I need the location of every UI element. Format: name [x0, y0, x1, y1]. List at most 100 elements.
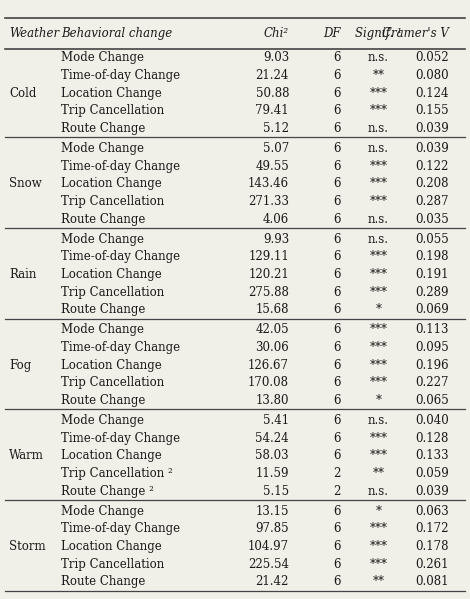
- Text: 0.191: 0.191: [415, 268, 449, 281]
- Text: Time-of-day Change: Time-of-day Change: [61, 160, 180, 173]
- Text: 0.065: 0.065: [415, 394, 449, 407]
- Text: Warm: Warm: [9, 449, 44, 462]
- Text: 6: 6: [333, 122, 341, 135]
- Text: Mode Change: Mode Change: [61, 142, 144, 155]
- Text: ***: ***: [369, 195, 387, 208]
- Text: ***: ***: [369, 376, 387, 389]
- Text: **: **: [372, 467, 384, 480]
- Text: 170.08: 170.08: [248, 376, 289, 389]
- Text: 9.93: 9.93: [263, 233, 289, 246]
- Text: 13.15: 13.15: [256, 505, 289, 518]
- Text: Trip Cancellation: Trip Cancellation: [61, 195, 164, 208]
- Text: ***: ***: [369, 558, 387, 571]
- Text: 21.42: 21.42: [256, 575, 289, 588]
- Text: 49.55: 49.55: [255, 160, 289, 173]
- Text: n.s.: n.s.: [368, 52, 389, 65]
- Text: 11.59: 11.59: [256, 467, 289, 480]
- Text: ***: ***: [369, 104, 387, 117]
- Text: 6: 6: [333, 558, 341, 571]
- Text: 0.133: 0.133: [415, 449, 449, 462]
- Text: 0.227: 0.227: [415, 376, 449, 389]
- Text: 0.289: 0.289: [415, 286, 449, 299]
- Text: ***: ***: [369, 250, 387, 264]
- Text: 5.12: 5.12: [263, 122, 289, 135]
- Text: *: *: [376, 505, 381, 518]
- Text: ***: ***: [369, 432, 387, 444]
- Text: ***: ***: [369, 160, 387, 173]
- Text: Location Change: Location Change: [61, 540, 162, 553]
- Text: 0.261: 0.261: [415, 558, 449, 571]
- Text: 0.052: 0.052: [415, 52, 449, 65]
- Text: ***: ***: [369, 87, 387, 100]
- Text: Trip Cancellation ²: Trip Cancellation ²: [61, 467, 173, 480]
- Text: 6: 6: [333, 414, 341, 427]
- Text: 143.46: 143.46: [248, 177, 289, 190]
- Text: Cramer's V: Cramer's V: [382, 27, 449, 40]
- Text: 6: 6: [333, 195, 341, 208]
- Text: 6: 6: [333, 52, 341, 65]
- Text: ***: ***: [369, 540, 387, 553]
- Text: 2: 2: [333, 467, 341, 480]
- Text: 58.03: 58.03: [255, 449, 289, 462]
- Text: 79.41: 79.41: [255, 104, 289, 117]
- Text: n.s.: n.s.: [368, 414, 389, 427]
- Text: 2: 2: [333, 485, 341, 498]
- Text: 6: 6: [333, 303, 341, 316]
- Text: 15.68: 15.68: [256, 303, 289, 316]
- Text: 13.80: 13.80: [256, 394, 289, 407]
- Text: Chi²: Chi²: [264, 27, 289, 40]
- Text: 6: 6: [333, 359, 341, 372]
- Text: Location Change: Location Change: [61, 359, 162, 372]
- Text: 0.039: 0.039: [415, 122, 449, 135]
- Text: Route Change: Route Change: [61, 575, 146, 588]
- Text: **: **: [372, 575, 384, 588]
- Text: 30.06: 30.06: [255, 341, 289, 354]
- Text: 0.080: 0.080: [415, 69, 449, 82]
- Text: 0.081: 0.081: [415, 575, 449, 588]
- Text: 50.88: 50.88: [256, 87, 289, 100]
- Text: Fog: Fog: [9, 359, 31, 372]
- Text: ***: ***: [369, 323, 387, 337]
- Text: 0.198: 0.198: [415, 250, 449, 264]
- Text: Route Change: Route Change: [61, 122, 146, 135]
- Text: Mode Change: Mode Change: [61, 233, 144, 246]
- Text: Mode Change: Mode Change: [61, 414, 144, 427]
- Text: *: *: [376, 303, 381, 316]
- Text: Location Change: Location Change: [61, 177, 162, 190]
- Text: 0.155: 0.155: [415, 104, 449, 117]
- Text: 5.07: 5.07: [263, 142, 289, 155]
- Text: Trip Cancellation: Trip Cancellation: [61, 104, 164, 117]
- Text: 275.88: 275.88: [248, 286, 289, 299]
- Text: 6: 6: [333, 142, 341, 155]
- Text: Behavioral change: Behavioral change: [61, 27, 172, 40]
- Text: ***: ***: [369, 341, 387, 354]
- Text: 6: 6: [333, 233, 341, 246]
- Text: 6: 6: [333, 341, 341, 354]
- Text: 4.06: 4.06: [263, 213, 289, 226]
- Text: 6: 6: [333, 522, 341, 536]
- Text: *: *: [376, 394, 381, 407]
- Text: Trip Cancellation: Trip Cancellation: [61, 376, 164, 389]
- Text: 129.11: 129.11: [248, 250, 289, 264]
- Text: Snow: Snow: [9, 177, 42, 190]
- Text: Route Change: Route Change: [61, 394, 146, 407]
- Text: 0.122: 0.122: [415, 160, 449, 173]
- Text: Route Change ²: Route Change ²: [61, 485, 154, 498]
- Text: **: **: [372, 69, 384, 82]
- Text: 0.055: 0.055: [415, 233, 449, 246]
- Text: 0.208: 0.208: [415, 177, 449, 190]
- Text: 0.039: 0.039: [415, 142, 449, 155]
- Text: 5.41: 5.41: [263, 414, 289, 427]
- Text: 0.095: 0.095: [415, 341, 449, 354]
- Text: 97.85: 97.85: [255, 522, 289, 536]
- Text: 6: 6: [333, 177, 341, 190]
- Text: Trip Cancellation: Trip Cancellation: [61, 558, 164, 571]
- Text: 0.196: 0.196: [415, 359, 449, 372]
- Text: 0.124: 0.124: [415, 87, 449, 100]
- Text: 0.035: 0.035: [415, 213, 449, 226]
- Text: Time-of-day Change: Time-of-day Change: [61, 69, 180, 82]
- Text: 0.113: 0.113: [415, 323, 449, 337]
- Text: 6: 6: [333, 213, 341, 226]
- Text: 0.069: 0.069: [415, 303, 449, 316]
- Text: 0.178: 0.178: [415, 540, 449, 553]
